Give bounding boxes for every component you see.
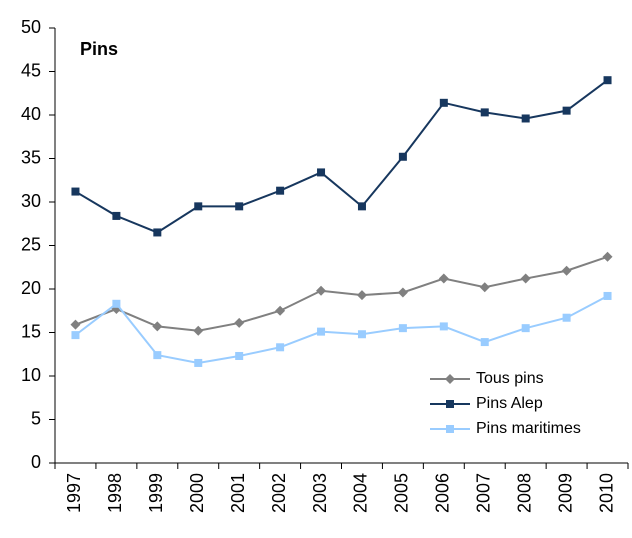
y-tick-label: 0 bbox=[31, 452, 41, 472]
data-point bbox=[316, 285, 327, 296]
data-point bbox=[603, 291, 612, 300]
data-point bbox=[357, 330, 366, 339]
x-tick-label: 2003 bbox=[310, 473, 330, 513]
data-point bbox=[235, 202, 244, 211]
data-point bbox=[562, 106, 571, 115]
series-line bbox=[75, 255, 608, 332]
data-point bbox=[520, 273, 531, 284]
data-point bbox=[398, 152, 407, 161]
data-point bbox=[235, 351, 244, 360]
x-tick-label: 2000 bbox=[187, 473, 207, 513]
x-tick-label: 1997 bbox=[64, 473, 84, 513]
x-tick-label: 2005 bbox=[392, 473, 412, 513]
legend-label: Pins maritimes bbox=[476, 420, 581, 437]
data-point bbox=[152, 321, 163, 332]
data-point bbox=[602, 251, 613, 262]
data-point bbox=[112, 299, 121, 308]
y-tick-label: 25 bbox=[21, 234, 41, 254]
data-point bbox=[234, 317, 245, 328]
x-tick-label: 2009 bbox=[555, 473, 575, 513]
y-tick-label: 45 bbox=[21, 60, 41, 80]
data-point bbox=[153, 351, 162, 360]
data-point bbox=[70, 319, 81, 330]
y-tick-label: 50 bbox=[21, 17, 41, 37]
data-point bbox=[439, 98, 448, 107]
y-tick-label: 15 bbox=[21, 321, 41, 341]
data-point bbox=[562, 313, 571, 322]
x-tick-label: 2002 bbox=[269, 473, 289, 513]
x-tick-label: 2007 bbox=[474, 473, 494, 513]
data-point bbox=[603, 76, 612, 85]
data-point bbox=[561, 265, 572, 276]
series-line bbox=[74, 79, 609, 234]
data-point bbox=[275, 305, 286, 316]
x-tick-label: 1998 bbox=[105, 473, 125, 513]
legend-label: Tous pins bbox=[476, 370, 544, 387]
x-tick-label: 2001 bbox=[228, 473, 248, 513]
data-point bbox=[521, 324, 530, 333]
data-point bbox=[398, 324, 407, 333]
y-tick-label: 30 bbox=[21, 191, 41, 211]
y-tick-label: 40 bbox=[21, 104, 41, 124]
data-point bbox=[194, 202, 203, 211]
data-point bbox=[357, 202, 366, 211]
legend-marker bbox=[446, 425, 454, 433]
data-point bbox=[479, 282, 490, 293]
data-point bbox=[439, 322, 448, 331]
data-point bbox=[317, 327, 326, 336]
y-tick-label: 35 bbox=[21, 147, 41, 167]
data-point bbox=[276, 343, 285, 352]
data-point bbox=[438, 273, 449, 284]
data-point bbox=[71, 187, 80, 196]
data-point bbox=[356, 290, 367, 301]
x-tick-label: 2008 bbox=[514, 473, 534, 513]
x-tick-label: 2010 bbox=[596, 473, 616, 513]
data-point bbox=[194, 358, 203, 367]
y-tick-label: 5 bbox=[31, 408, 41, 428]
data-point bbox=[193, 325, 204, 336]
data-point bbox=[112, 211, 121, 220]
legend-marker bbox=[446, 400, 454, 408]
legend-label: Pins Alep bbox=[476, 395, 543, 412]
data-point bbox=[153, 228, 162, 237]
data-point bbox=[521, 114, 530, 123]
x-tick-label: 1999 bbox=[146, 473, 166, 513]
data-point bbox=[317, 168, 326, 177]
y-tick-label: 10 bbox=[21, 365, 41, 385]
x-tick-label: 2006 bbox=[433, 473, 453, 513]
data-point bbox=[71, 331, 80, 340]
legend-marker bbox=[445, 374, 455, 384]
data-point bbox=[397, 287, 408, 298]
y-tick-label: 20 bbox=[21, 278, 41, 298]
series-line bbox=[74, 295, 609, 364]
x-tick-label: 2004 bbox=[351, 473, 371, 513]
chart-title: Pins bbox=[80, 39, 118, 59]
data-point bbox=[276, 186, 285, 195]
data-point bbox=[480, 108, 489, 117]
data-point bbox=[480, 338, 489, 347]
